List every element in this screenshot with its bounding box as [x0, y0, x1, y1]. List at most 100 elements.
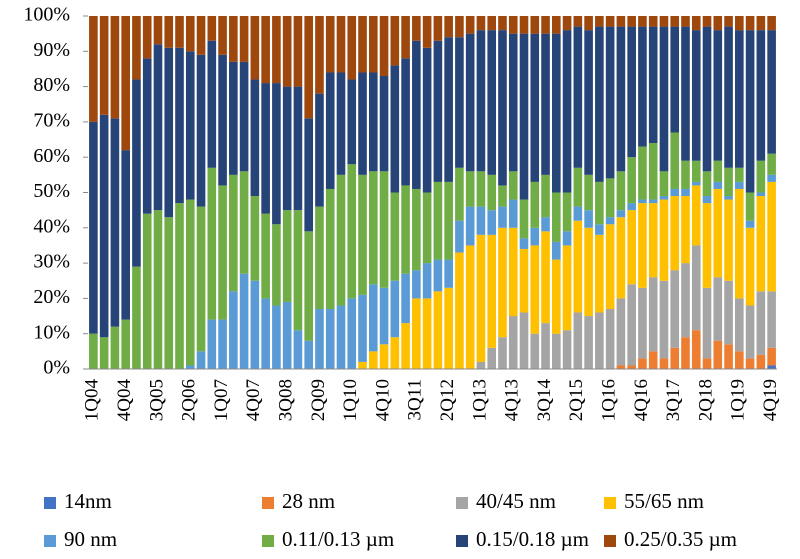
bar-segment	[691, 330, 701, 369]
bar-segment	[218, 319, 227, 369]
bar-segment	[584, 210, 593, 228]
bar-segment	[573, 206, 583, 221]
bar-segment	[767, 291, 776, 348]
bar-segment	[293, 210, 303, 331]
bar-segment	[573, 16, 583, 27]
bar-segment	[724, 26, 733, 168]
bar-segment	[465, 245, 475, 369]
bar-segment	[261, 213, 270, 299]
bar-segment	[412, 188, 421, 271]
bar-segment	[358, 361, 367, 369]
bar-segment	[562, 231, 572, 246]
bar-segment	[347, 298, 357, 369]
bar-segment	[390, 16, 400, 66]
bar-segment	[444, 287, 453, 369]
bar-segment	[412, 298, 421, 369]
bar-segment	[638, 203, 647, 288]
bar-segment	[325, 16, 335, 73]
bar-segment	[584, 16, 593, 31]
bar-segment	[110, 326, 120, 369]
bar-segment	[605, 224, 615, 309]
bar-segment	[584, 227, 593, 317]
bar-segment	[315, 93, 324, 207]
bar-segment	[433, 259, 443, 292]
y-tick-label: 40%	[33, 215, 70, 237]
bar-segment	[433, 16, 443, 41]
bar-segment	[638, 16, 647, 27]
bar-segment	[433, 181, 443, 260]
bar-segment	[121, 16, 130, 151]
bar-segment	[229, 291, 238, 369]
y-tick-label: 80%	[33, 74, 70, 96]
bar-segment	[282, 86, 292, 211]
bar-segment	[702, 196, 712, 204]
bar-segment	[767, 365, 776, 369]
bar-segment	[659, 358, 669, 369]
bar-segment	[627, 284, 636, 366]
bar-segment	[616, 298, 626, 366]
x-tick-label: 2Q15	[566, 379, 587, 421]
bar-segment	[648, 26, 658, 144]
bar-segment	[508, 16, 518, 34]
bar-segment	[401, 58, 410, 186]
bar-segment	[562, 16, 572, 31]
bar-segment	[229, 61, 238, 175]
x-tick-label: 1Q19	[728, 379, 749, 421]
bar-segment	[530, 181, 540, 228]
bar-segment	[627, 26, 636, 158]
bar-segment	[455, 16, 464, 38]
bar-segment	[261, 16, 270, 84]
bar-segment	[605, 178, 615, 218]
bar-segment	[616, 26, 626, 172]
x-tick-label: 2Q18	[695, 379, 716, 421]
bar-segment	[153, 16, 163, 45]
bar-segment	[584, 30, 593, 175]
bar-segment	[595, 234, 604, 313]
bar-segment	[444, 181, 453, 260]
bar-segment	[648, 351, 658, 369]
bar-segment	[670, 188, 680, 197]
x-tick-label: 4Q13	[502, 379, 523, 421]
bar-segment	[562, 30, 572, 193]
bar-segment	[541, 174, 550, 218]
y-tick-label: 10%	[33, 321, 70, 343]
bar-segment	[196, 351, 206, 369]
bar-segment	[110, 118, 120, 327]
bar-segment	[498, 227, 507, 338]
bar-segment	[110, 16, 120, 119]
bar-segment	[584, 316, 593, 369]
bar-segment	[196, 206, 206, 352]
x-tick-label: 4Q07	[243, 379, 264, 421]
bar-segment	[368, 72, 378, 172]
bar-segment	[99, 114, 109, 338]
y-tick-label: 0%	[43, 357, 70, 379]
bar-segment	[530, 333, 540, 369]
bar-segment	[401, 185, 410, 274]
legend-swatch	[44, 497, 56, 509]
bar-segment	[541, 323, 550, 369]
bar-segment	[465, 33, 475, 172]
bar-segment	[218, 16, 227, 55]
bar-segment	[745, 358, 755, 369]
bar-segment	[390, 337, 400, 369]
x-tick-label: 4Q04	[114, 379, 135, 422]
bar-segment	[519, 312, 529, 369]
bar-segment	[142, 16, 152, 59]
bar-segment	[175, 47, 184, 204]
bar-segment	[745, 220, 755, 228]
bar-segment	[551, 333, 561, 369]
bar-segment	[573, 26, 583, 168]
bar-segment	[99, 337, 109, 369]
legend-label: 14nm	[64, 489, 112, 513]
bar-segment	[724, 280, 733, 345]
bar-segment	[616, 365, 626, 369]
bar-segment	[530, 245, 540, 334]
bar-segment	[390, 192, 400, 281]
bar-segment	[670, 26, 680, 133]
bar-segment	[293, 16, 303, 87]
bar-segment	[412, 270, 421, 299]
x-tick-label: 4Q16	[631, 379, 652, 421]
bar-segment	[605, 308, 615, 369]
bar-segment	[185, 16, 195, 52]
bar-segment	[756, 30, 766, 161]
